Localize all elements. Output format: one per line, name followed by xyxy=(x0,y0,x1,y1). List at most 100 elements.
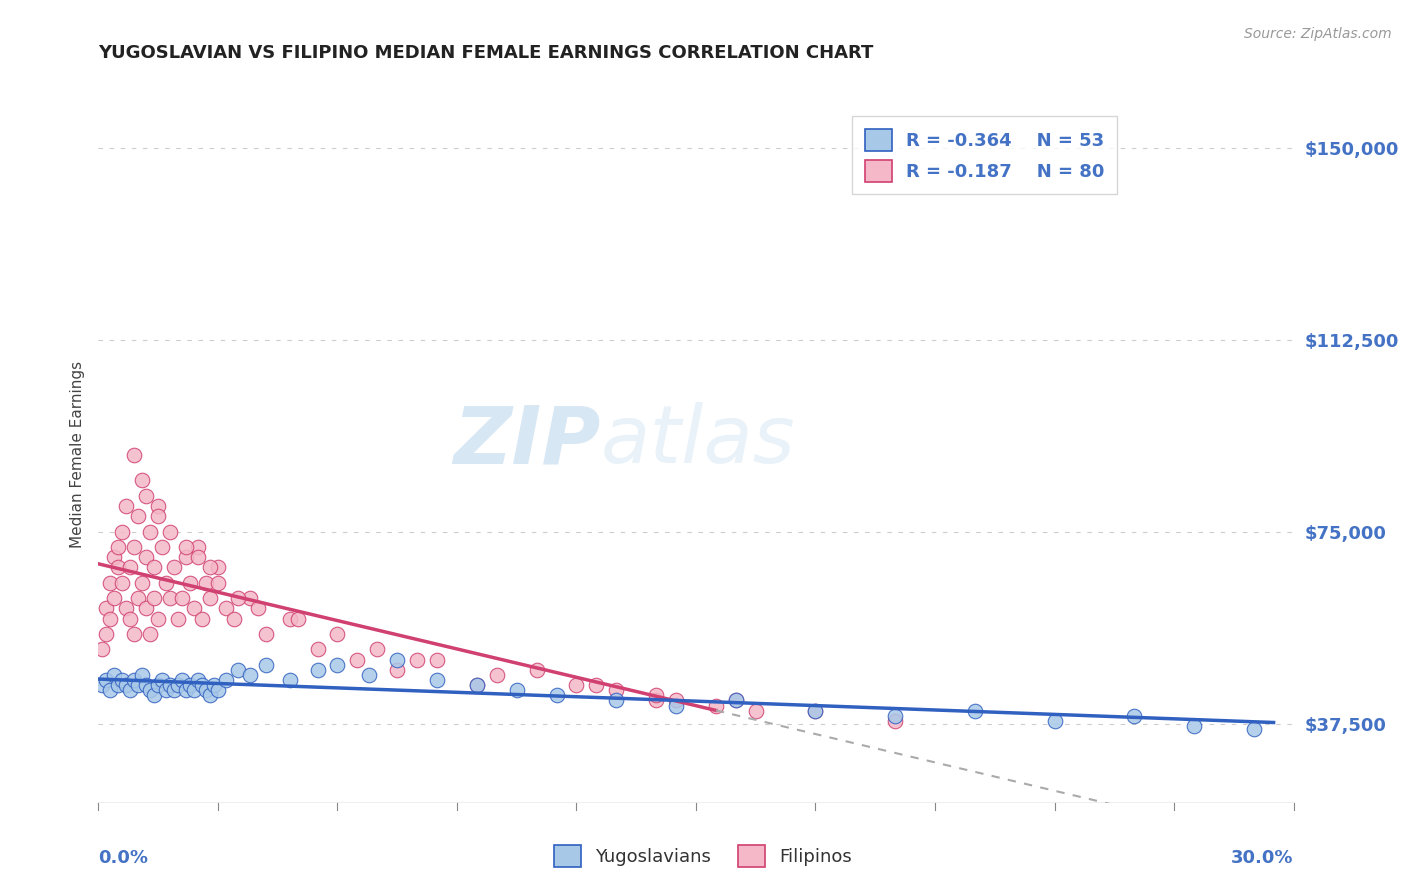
Point xyxy=(207,575,229,590)
Point xyxy=(366,642,388,657)
Point xyxy=(665,698,688,713)
Point xyxy=(804,704,827,718)
Point xyxy=(239,668,262,682)
Point xyxy=(135,678,157,692)
Point xyxy=(127,678,149,692)
Point xyxy=(465,678,488,692)
Point xyxy=(406,652,429,666)
Point xyxy=(107,540,129,554)
Point xyxy=(278,673,301,687)
Point xyxy=(226,591,249,606)
Point xyxy=(91,642,114,657)
Point xyxy=(187,540,209,554)
Point xyxy=(645,693,668,707)
Point xyxy=(139,524,162,539)
Point xyxy=(120,612,142,626)
Point xyxy=(115,499,138,513)
Point xyxy=(98,612,122,626)
Point xyxy=(111,524,134,539)
Point xyxy=(150,673,173,687)
Point xyxy=(98,683,122,698)
Point xyxy=(222,612,245,626)
Point xyxy=(278,612,301,626)
Point xyxy=(120,683,142,698)
Point xyxy=(506,683,529,698)
Point xyxy=(135,550,157,565)
Point xyxy=(665,693,688,707)
Point xyxy=(546,689,568,703)
Text: YUGOSLAVIAN VS FILIPINO MEDIAN FEMALE EARNINGS CORRELATION CHART: YUGOSLAVIAN VS FILIPINO MEDIAN FEMALE EA… xyxy=(98,45,873,62)
Point xyxy=(172,591,194,606)
Point xyxy=(605,683,627,698)
Point xyxy=(155,683,177,698)
Point xyxy=(172,673,194,687)
Point xyxy=(174,550,197,565)
Point xyxy=(148,499,170,513)
Point xyxy=(148,612,170,626)
Point xyxy=(167,678,190,692)
Point xyxy=(198,689,221,703)
Point xyxy=(124,540,146,554)
Point xyxy=(155,575,177,590)
Point xyxy=(103,591,125,606)
Point xyxy=(167,612,190,626)
Point xyxy=(174,683,197,698)
Point xyxy=(207,560,229,574)
Point xyxy=(135,601,157,615)
Point xyxy=(159,591,181,606)
Point xyxy=(307,642,329,657)
Point xyxy=(139,627,162,641)
Text: Source: ZipAtlas.com: Source: ZipAtlas.com xyxy=(1244,27,1392,41)
Point xyxy=(215,673,238,687)
Point xyxy=(426,673,449,687)
Point xyxy=(131,474,153,488)
Text: 30.0%: 30.0% xyxy=(1232,849,1294,867)
Point xyxy=(183,683,205,698)
Point xyxy=(485,668,508,682)
Point xyxy=(143,591,166,606)
Legend: Yugoslavians, Filipinos: Yugoslavians, Filipinos xyxy=(547,838,859,874)
Point xyxy=(239,591,262,606)
Point xyxy=(124,448,146,462)
Point xyxy=(804,704,827,718)
Point xyxy=(107,560,129,574)
Point xyxy=(187,673,209,687)
Point xyxy=(1182,719,1205,733)
Point xyxy=(254,657,277,672)
Point xyxy=(150,540,173,554)
Point xyxy=(1243,722,1265,736)
Point xyxy=(107,678,129,692)
Point xyxy=(202,678,225,692)
Point xyxy=(1123,708,1146,723)
Point xyxy=(163,560,186,574)
Point xyxy=(148,509,170,524)
Point xyxy=(139,683,162,698)
Point xyxy=(326,627,349,641)
Point xyxy=(148,678,170,692)
Point xyxy=(426,652,449,666)
Point xyxy=(159,678,181,692)
Point xyxy=(207,683,229,698)
Point xyxy=(246,601,269,615)
Text: ZIP: ZIP xyxy=(453,402,600,480)
Point xyxy=(187,550,209,565)
Point xyxy=(963,704,986,718)
Point xyxy=(135,489,157,503)
Point xyxy=(179,575,201,590)
Point xyxy=(103,668,125,682)
Point xyxy=(174,540,197,554)
Point xyxy=(127,591,149,606)
Point xyxy=(120,560,142,574)
Point xyxy=(91,678,114,692)
Point xyxy=(215,601,238,615)
Point xyxy=(198,591,221,606)
Point xyxy=(724,693,747,707)
Point xyxy=(194,575,218,590)
Point xyxy=(465,678,488,692)
Point xyxy=(884,708,907,723)
Point xyxy=(131,668,153,682)
Point xyxy=(704,698,727,713)
Point xyxy=(143,689,166,703)
Point xyxy=(127,509,149,524)
Point xyxy=(526,663,548,677)
